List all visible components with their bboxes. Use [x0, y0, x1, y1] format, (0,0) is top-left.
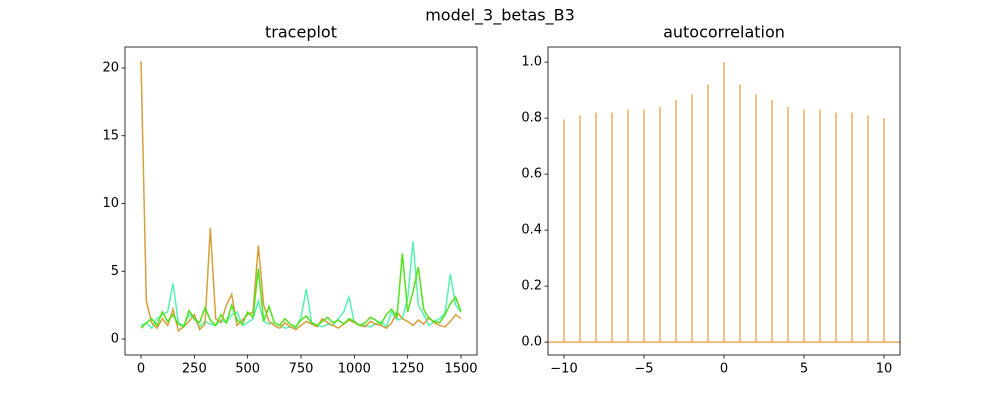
x-tick-label: 1250: [391, 362, 424, 377]
y-tick-label: 0.6: [521, 167, 542, 182]
axes-title: traceplot: [265, 23, 337, 42]
y-tick-label: 20: [102, 61, 119, 76]
x-tick-label: −10: [550, 362, 577, 377]
x-tick-label: −5: [634, 362, 653, 377]
y-tick-label: 10: [102, 196, 119, 211]
y-tick-label: 5: [111, 264, 119, 279]
x-tick-label: 1000: [338, 362, 371, 377]
x-tick-label: 0: [137, 362, 145, 377]
trace-line: [140, 61, 462, 333]
x-tick-label: 500: [235, 362, 260, 377]
y-tick-label: 0.4: [521, 223, 542, 238]
x-tick-label: 0: [720, 362, 728, 377]
axes-title: autocorrelation: [663, 23, 785, 42]
y-tick-label: 1.0: [521, 55, 542, 70]
x-tick-label: 1500: [444, 362, 477, 377]
y-tick-label: 0.8: [521, 111, 542, 126]
y-tick-label: 0.0: [521, 335, 542, 350]
trace-line: [140, 241, 462, 330]
x-tick-label: 10: [876, 362, 893, 377]
y-tick-label: 0.2: [521, 279, 542, 294]
y-tick-label: 0: [111, 332, 119, 347]
y-tick-label: 15: [102, 128, 119, 143]
x-tick-label: 750: [289, 362, 314, 377]
figure-title: model_3_betas_B3: [425, 6, 575, 26]
x-tick-label: 250: [182, 362, 207, 377]
trace-line: [140, 253, 462, 329]
x-tick-label: 5: [800, 362, 808, 377]
